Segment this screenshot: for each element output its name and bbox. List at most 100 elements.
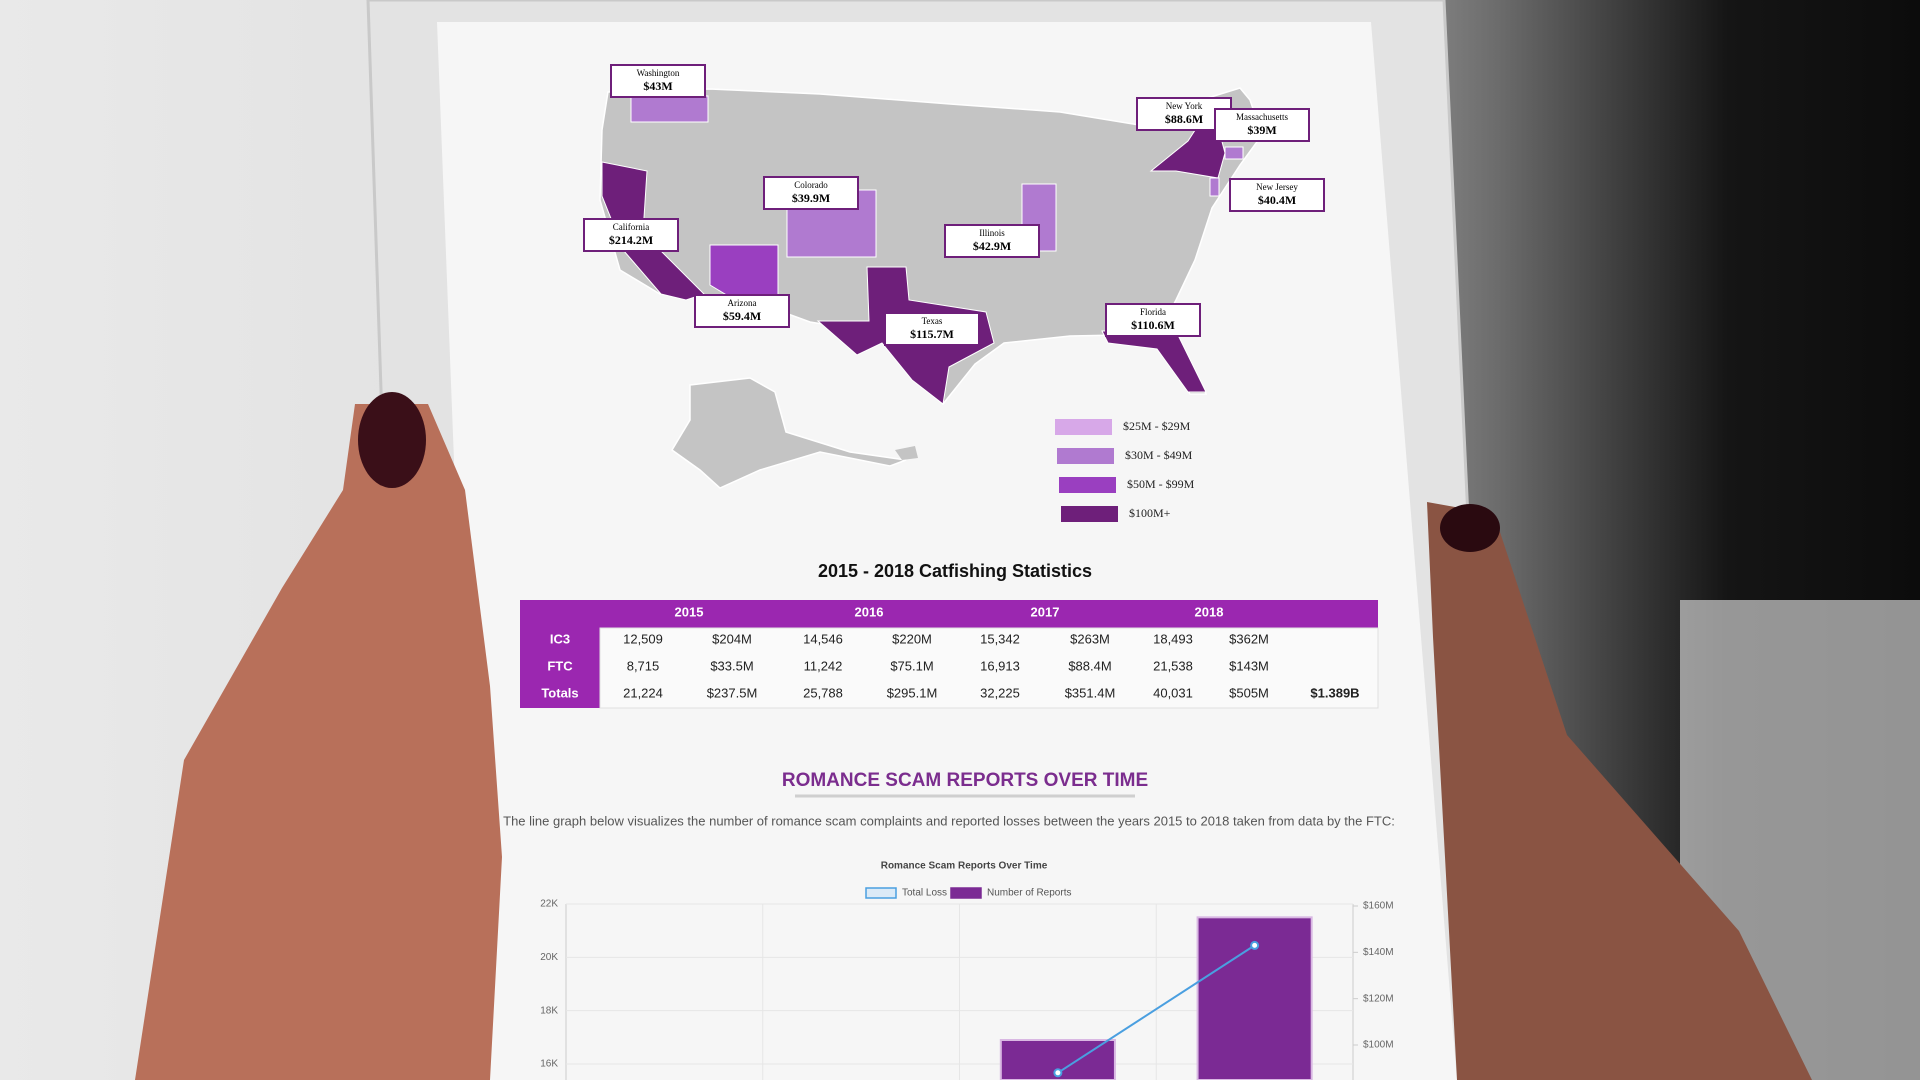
alaska [671,377,907,489]
table-row-label: FTC [547,658,573,673]
callout-state: Florida [1140,307,1166,317]
left-hand [135,404,502,1080]
section-heading: ROMANCE SCAM REPORTS OVER TIME [782,770,1148,791]
state-washington [630,95,709,123]
table-cell: 15,342 [980,631,1020,646]
callout-amount: $115.7M [910,327,954,341]
section-text: The line graph below visualizes the numb… [503,813,1395,828]
table-cell: $75.1M [890,658,933,673]
callout-amount: $39M [1247,123,1276,137]
table-cell: $237.5M [707,685,758,700]
state-new-jersey [1209,177,1220,197]
right-thumbnail [1440,504,1500,552]
legend-label: $100M+ [1129,506,1171,520]
table-cell: $362M [1229,631,1269,646]
chart-legend-label: Total Loss [902,888,947,899]
table-cell: $33.5M [710,658,753,673]
table-cell: $263M [1070,631,1110,646]
y-tick-label: 20K [540,952,558,963]
callout-state: Massachusetts [1236,112,1288,122]
callout-state: Washington [637,68,680,78]
table-cell: 32,225 [980,685,1020,700]
table-cell: $220M [892,631,932,646]
table-cell: 11,242 [804,658,843,673]
callout-box [694,294,790,328]
callout-box [1229,178,1325,212]
line-point [1053,1068,1063,1078]
table-cell: 18,493 [1153,631,1193,646]
legend-label: $30M - $49M [1125,448,1193,462]
chart-legend-swatch [865,887,897,899]
table-cell: 8,715 [627,658,660,673]
callout-state: New Jersey [1256,182,1298,192]
line-point [1250,940,1260,950]
table-cell: 14,546 [803,631,843,646]
table-year: 2017 [1031,604,1060,619]
y-tick-label: 22K [540,899,558,910]
table-cell: $88.4M [1068,658,1111,673]
right-hand [1427,502,1812,1080]
callout-amount: $43M [643,79,672,93]
table-cell: $1.389B [1310,685,1359,700]
legend-label: $50M - $99M [1127,477,1195,491]
callout-box [763,176,859,210]
table-header [520,600,1378,628]
legend-label: $25M - $29M [1123,419,1191,433]
hawaii [895,446,918,460]
table-cell: $295.1M [887,685,938,700]
callout-state: Colorado [794,180,828,190]
table-cell: $204M [712,631,752,646]
chart-title: Romance Scam Reports Over Time [881,861,1048,872]
callout-box [1105,303,1201,337]
y2-tick-label: $160M [1363,901,1394,912]
table-cell: 21,224 [623,685,663,700]
callout-amount: $110.6M [1131,318,1175,332]
callout-box [583,218,679,252]
table-year: 2015 [675,604,704,619]
callout-amount: $59.4M [723,309,761,323]
table-row-label: IC3 [550,631,570,646]
callout-amount: $214.2M [609,233,653,247]
table-row-label: Totals [541,685,578,700]
state-california [601,161,705,301]
callout-amount: $39.9M [792,191,830,205]
legend-swatch [1061,506,1118,522]
y-tick-label: 18K [540,1005,558,1016]
legend-swatch [1057,448,1114,464]
y2-tick-label: $120M [1363,993,1394,1004]
table-cell: 40,031 [1153,685,1193,700]
callout-box [944,224,1040,258]
callout-amount: $88.6M [1165,112,1203,126]
callout-state: Illinois [979,228,1005,238]
callout-state: Arizona [728,298,757,308]
table-cell: $351.4M [1065,685,1116,700]
table-cell: $505M [1229,685,1269,700]
left-thumbnail [358,392,426,488]
table-body [599,627,1379,709]
chart-legend-label: Number of Reports [987,888,1071,899]
table-year: 2016 [855,604,884,619]
callout-box [1214,108,1310,142]
callout-amount: $42.9M [973,239,1011,253]
y2-tick-label: $100M [1363,1040,1394,1051]
table-cell: $143M [1229,658,1269,673]
callout-box [610,64,706,98]
state-massachusetts [1224,146,1244,160]
y-tick-label: 16K [540,1059,558,1070]
callout-state: California [613,222,650,232]
legend-swatch [1055,419,1112,435]
table-title: 2015 - 2018 Catfishing Statistics [818,561,1092,581]
table-cell: 25,788 [803,685,843,700]
table-year: 2018 [1195,604,1224,619]
table-label-col [520,628,600,708]
table-cell: 12,509 [623,631,663,646]
callout-state: Texas [922,316,943,326]
callout-amount: $40.4M [1258,193,1296,207]
legend-swatch [1059,477,1116,493]
y2-tick-label: $140M [1363,947,1394,958]
callout-box [884,312,980,346]
table-cell: 21,538 [1153,658,1193,673]
line [1057,944,1256,1074]
